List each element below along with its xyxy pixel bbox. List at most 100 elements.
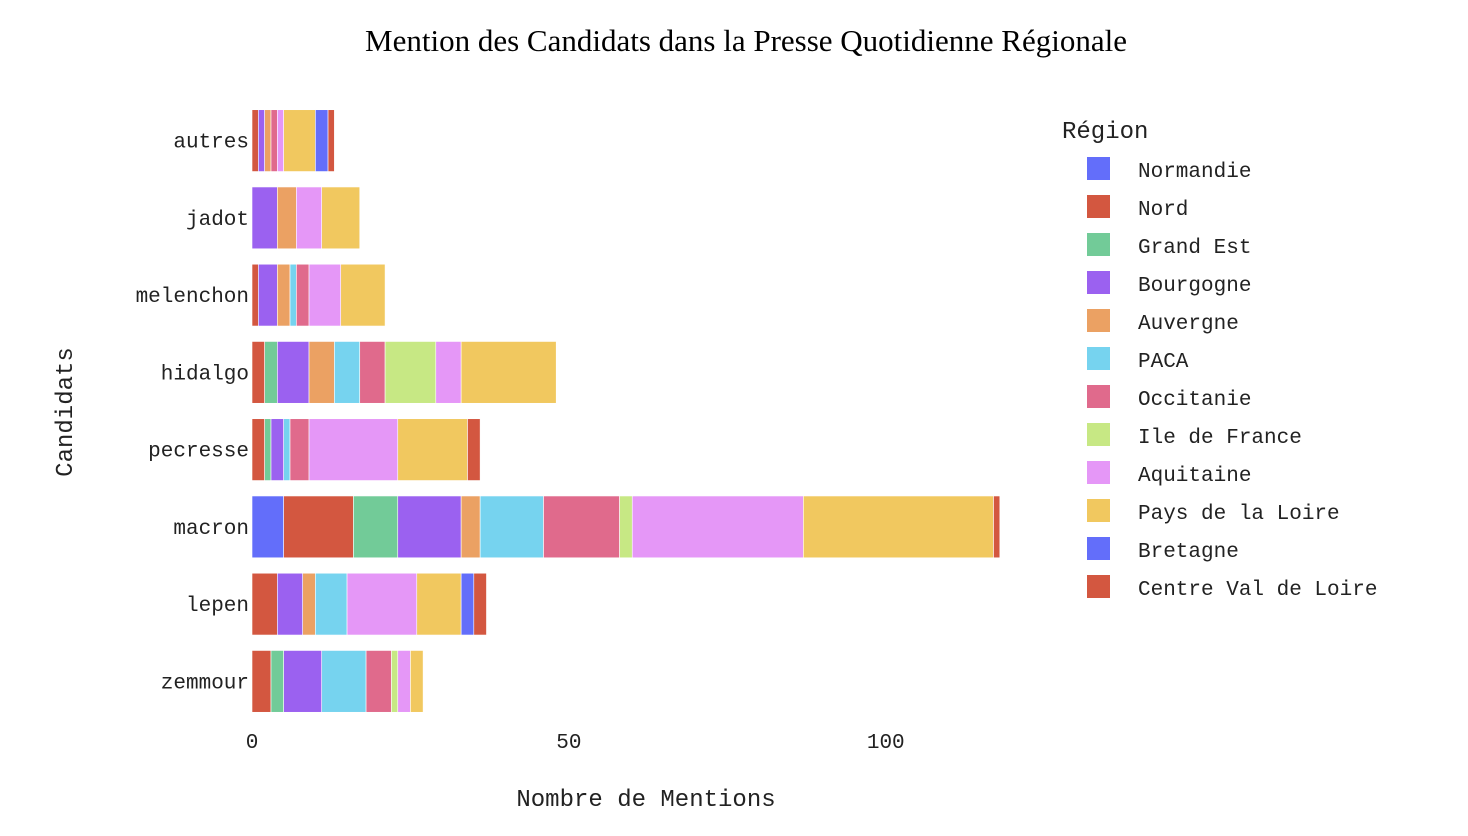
bar-segment-pecresse-centre-val-de-loire[interactable]	[467, 418, 481, 481]
bar-segment-melenchon-nord[interactable]	[251, 263, 259, 327]
bar-segment-macron-normandie[interactable]	[251, 495, 284, 559]
legend-label: Grand Est	[1138, 237, 1251, 260]
bar-segment-pecresse-bourgogne[interactable]	[270, 418, 284, 481]
bar-segment-pecresse-aquitaine[interactable]	[308, 418, 399, 481]
bar-zemmour	[251, 650, 424, 713]
legend-item[interactable]: Normandie	[1087, 157, 1251, 184]
bar-segment-hidalgo-aquitaine[interactable]	[435, 341, 462, 404]
y-tick-label: pecresse	[148, 441, 249, 464]
legend-item[interactable]: Ile de France	[1087, 423, 1302, 450]
bar-segment-macron-paca[interactable]	[479, 495, 544, 559]
legend-item[interactable]: Centre Val de Loire	[1087, 575, 1377, 602]
bar-segment-lepen-centre-val-de-loire[interactable]	[473, 572, 487, 636]
legend-item[interactable]: Grand Est	[1087, 233, 1251, 260]
legend-item[interactable]: PACA	[1087, 347, 1189, 374]
bar-segment-hidalgo-bourgogne[interactable]	[277, 341, 310, 404]
bar-segment-macron-ile-de-france[interactable]	[619, 495, 633, 559]
bar-segment-autres-pays-de-la-loire[interactable]	[283, 109, 316, 172]
y-tick-label: macron	[173, 518, 249, 541]
legend-swatch	[1087, 385, 1110, 408]
bar-segment-melenchon-occitanie[interactable]	[296, 263, 310, 327]
bar-segment-jadot-pays-de-la-loire[interactable]	[321, 186, 361, 250]
y-axis-tick-labels: zemmour lepen macron pecresse hidalgo melench…	[136, 132, 249, 696]
legend-item[interactable]: Pays de la Loire	[1087, 499, 1340, 526]
bar-segment-zemmour-aquitaine[interactable]	[397, 650, 411, 713]
bar-segment-zemmour-nord[interactable]	[251, 650, 272, 713]
legend-items: Normandie Nord Grand Est Bourgogne Auvergne P…	[1087, 157, 1377, 602]
bar-segment-hidalgo-occitanie[interactable]	[359, 341, 386, 404]
legend-item[interactable]: Nord	[1087, 195, 1188, 222]
bar-segment-hidalgo-pays-de-la-loire[interactable]	[460, 341, 557, 404]
y-tick-label: melenchon	[136, 286, 249, 309]
bar-segment-jadot-aquitaine[interactable]	[296, 186, 323, 250]
bar-segment-zemmour-bourgogne[interactable]	[283, 650, 323, 713]
bar-segment-autres-nord[interactable]	[251, 109, 259, 172]
bar-jadot	[251, 186, 361, 250]
bar-segment-lepen-auvergne[interactable]	[302, 572, 316, 636]
bar-segment-melenchon-auvergne[interactable]	[277, 263, 291, 327]
bar-segment-autres-bourgogne[interactable]	[258, 109, 265, 172]
bar-segment-zemmour-pays-de-la-loire[interactable]	[410, 650, 424, 713]
bar-segment-zemmour-paca[interactable]	[321, 650, 367, 713]
bar-segment-pecresse-pays-de-la-loire[interactable]	[397, 418, 468, 481]
bar-segment-hidalgo-grand-est[interactable]	[264, 341, 278, 404]
legend-swatch	[1087, 575, 1110, 598]
x-tick-label: 0	[246, 732, 259, 755]
bar-segment-autres-centre-val-de-loire[interactable]	[327, 109, 335, 172]
bar-segment-pecresse-nord[interactable]	[251, 418, 265, 481]
legend-label: Occitanie	[1138, 389, 1251, 412]
legend-title: Région	[1062, 119, 1148, 146]
legend-item[interactable]: Auvergne	[1087, 309, 1239, 336]
legend-item[interactable]: Bretagne	[1087, 537, 1239, 564]
bar-segment-lepen-bretagne[interactable]	[460, 572, 475, 636]
bar-segment-melenchon-paca[interactable]	[289, 263, 297, 327]
bar-segment-pecresse-paca[interactable]	[283, 418, 291, 481]
bar-segment-hidalgo-nord[interactable]	[251, 341, 265, 404]
x-axis-title: Nombre de Mentions	[516, 787, 775, 814]
bars-layer	[251, 109, 1001, 713]
bar-segment-autres-bretagne[interactable]	[315, 109, 329, 172]
bar-segment-hidalgo-paca[interactable]	[334, 341, 361, 404]
bar-segment-melenchon-aquitaine[interactable]	[308, 263, 342, 327]
bar-segment-autres-occitanie[interactable]	[270, 109, 278, 172]
bar-segment-macron-nord[interactable]	[283, 495, 354, 559]
bar-segment-macron-bourgogne[interactable]	[397, 495, 462, 559]
y-tick-label: autres	[173, 132, 249, 155]
bar-segment-macron-auvergne[interactable]	[460, 495, 481, 559]
bar-segment-macron-grand-est[interactable]	[353, 495, 399, 559]
bar-segment-autres-aquitaine[interactable]	[277, 109, 284, 172]
bar-macron	[251, 495, 1001, 559]
bar-segment-hidalgo-auvergne[interactable]	[308, 341, 335, 404]
bar-segment-lepen-aquitaine[interactable]	[346, 572, 418, 636]
bar-hidalgo	[251, 341, 557, 404]
bar-segment-lepen-paca[interactable]	[315, 572, 348, 636]
bar-pecresse	[251, 418, 481, 481]
bar-segment-lepen-pays-de-la-loire[interactable]	[416, 572, 462, 636]
legend-item[interactable]: Bourgogne	[1087, 271, 1251, 298]
bar-segment-pecresse-grand-est[interactable]	[264, 418, 272, 481]
bar-segment-lepen-bourgogne[interactable]	[277, 572, 304, 636]
bar-segment-autres-auvergne[interactable]	[264, 109, 272, 172]
bar-segment-zemmour-occitanie[interactable]	[365, 650, 392, 713]
y-tick-label: lepen	[186, 595, 249, 618]
bar-segment-macron-occitanie[interactable]	[543, 495, 620, 559]
legend-label: Auvergne	[1138, 313, 1239, 336]
y-tick-label: zemmour	[161, 672, 249, 695]
bar-segment-macron-pays-de-la-loire[interactable]	[803, 495, 994, 559]
legend-item[interactable]: Occitanie	[1087, 385, 1251, 412]
bar-segment-macron-aquitaine[interactable]	[631, 495, 804, 559]
legend-label: Aquitaine	[1138, 465, 1251, 488]
bar-segment-macron-centre-val-de-loire[interactable]	[993, 495, 1001, 559]
bar-segment-zemmour-ile-de-france[interactable]	[391, 650, 399, 713]
legend-label: Bourgogne	[1138, 275, 1251, 298]
legend-label: PACA	[1138, 351, 1189, 374]
bar-segment-melenchon-bourgogne[interactable]	[258, 263, 278, 327]
bar-segment-jadot-bourgogne[interactable]	[251, 186, 278, 250]
bar-segment-hidalgo-ile-de-france[interactable]	[384, 341, 437, 404]
bar-segment-zemmour-grand-est[interactable]	[270, 650, 284, 713]
bar-segment-jadot-auvergne[interactable]	[277, 186, 297, 250]
bar-segment-melenchon-pays-de-la-loire[interactable]	[340, 263, 386, 327]
bar-segment-lepen-nord[interactable]	[251, 572, 278, 636]
legend-item[interactable]: Aquitaine	[1087, 461, 1251, 488]
bar-segment-pecresse-occitanie[interactable]	[289, 418, 310, 481]
